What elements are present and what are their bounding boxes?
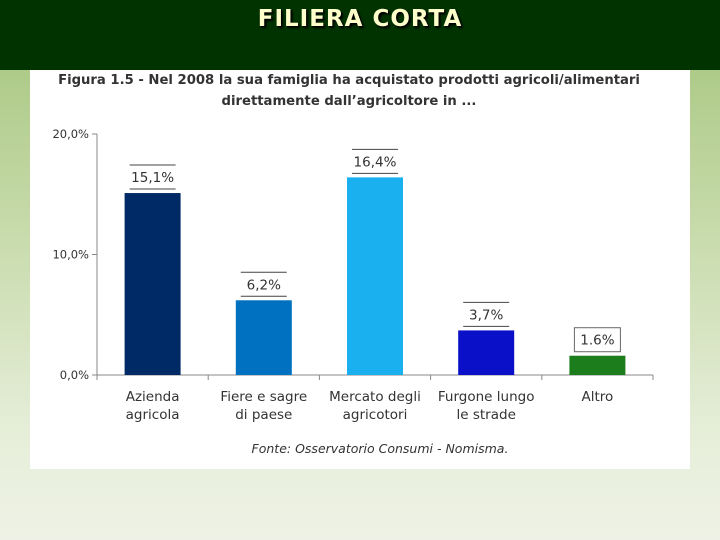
slide-title: FILIERA CORTA: [257, 6, 463, 32]
data-label-box: [573, 327, 621, 353]
category-label: Altro: [582, 389, 614, 405]
category-label: Furgone lungo: [438, 389, 535, 405]
y-tick-label: 0,0%: [60, 368, 89, 382]
header-bar: FILIERA CORTA: [0, 0, 720, 70]
bar: [458, 330, 515, 375]
plot-area: 0,0% 10,0% 20,0% 15,1% Azienda agricola 6,2% Fi…: [52, 127, 654, 423]
category-label: le strade: [457, 407, 516, 423]
chart-title-line1: Figura 1.5 - Nel 2008 la sua famiglia ha…: [58, 73, 640, 88]
category-label: Fiere e sagre: [220, 389, 307, 405]
source-note: Fonte: Osservatorio Consumi - Nomisma.: [252, 441, 509, 456]
data-label: 15,1%: [131, 170, 174, 186]
bar: [124, 193, 181, 375]
data-label: 3,7%: [469, 307, 503, 323]
chart-title-line2: direttamente dall’agricoltore in ...: [222, 94, 477, 109]
data-label: 6,2%: [247, 277, 281, 293]
bar: [569, 355, 626, 375]
category-label: agricola: [126, 407, 180, 423]
bar: [347, 177, 403, 375]
bar: [235, 300, 292, 375]
category-label: Azienda: [126, 389, 180, 405]
y-tick-label: 10,0%: [52, 248, 89, 262]
category-label: Mercato degli: [329, 389, 421, 405]
category-label: di paese: [235, 407, 292, 423]
bar-chart: Figura 1.5 - Nel 2008 la sua famiglia ha…: [52, 73, 654, 456]
data-label: 16,4%: [354, 154, 397, 170]
chart-panel: Figura 1.5 - Nel 2008 la sua famiglia ha…: [30, 70, 690, 469]
y-tick-label: 20,0%: [52, 127, 89, 141]
category-label: agricotori: [343, 407, 408, 423]
data-label: 1.6%: [580, 333, 614, 349]
